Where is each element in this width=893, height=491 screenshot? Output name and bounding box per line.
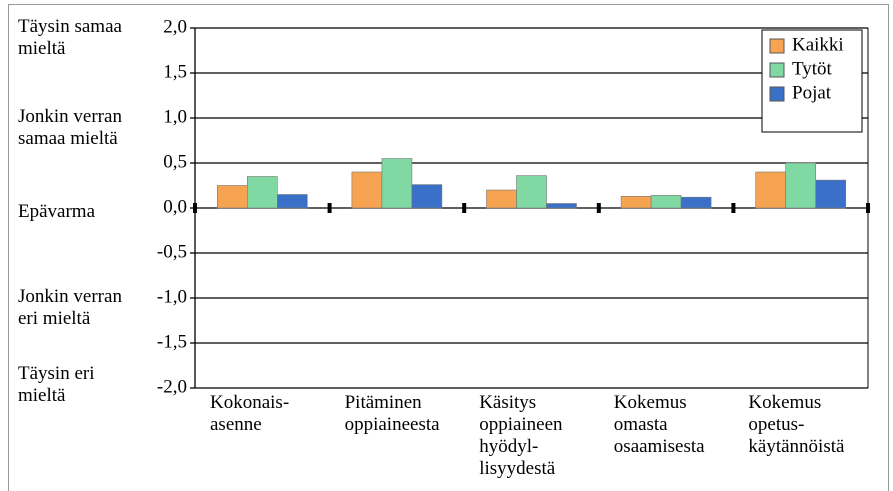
x-tick-label: Pitäminen oppiaineesta <box>344 392 440 435</box>
y-tick-label: 1,0 <box>163 106 187 127</box>
bar <box>546 203 577 209</box>
y-tick-label: -1,0 <box>157 286 187 307</box>
bar <box>411 184 443 209</box>
y-tick-label: 0,5 <box>163 151 187 172</box>
axis-annotation: Jonkin verran samaa mieltä <box>18 106 122 149</box>
y-tick-label: -2,0 <box>157 376 187 397</box>
axis-annotation: Jonkin verran eri mieltä <box>18 286 122 329</box>
bar <box>650 195 682 209</box>
y-tick-label: 2,0 <box>163 16 187 37</box>
bar <box>680 196 712 209</box>
bar <box>247 176 278 209</box>
legend-swatch <box>769 62 785 78</box>
legend-label: Tytöt <box>792 58 833 79</box>
x-tick-label: Kokemus opetus- käytännöistä <box>748 392 845 457</box>
legend-label: Kaikki <box>792 34 844 55</box>
bar <box>217 185 248 209</box>
axis-annotation: Täysin samaa mieltä <box>18 16 122 59</box>
bar <box>486 189 517 209</box>
axis-annotation: Täysin eri mieltä <box>18 363 95 406</box>
legend-swatch <box>769 38 785 54</box>
bar <box>815 179 847 209</box>
bar <box>516 175 547 209</box>
x-tick-label: Käsitys oppiaineen hyödyl- lisyydestä <box>479 392 563 479</box>
x-tick-label: Kokemus omasta osaamisesta <box>613 392 705 457</box>
axis-annotation: Epävarma <box>18 201 96 222</box>
y-tick-label: -1,5 <box>157 331 187 352</box>
y-tick-label: -0,5 <box>157 241 187 262</box>
legend-swatch <box>769 86 785 102</box>
bar <box>620 196 652 209</box>
bar <box>755 171 787 209</box>
frame <box>8 4 889 491</box>
y-tick-label: 1,5 <box>163 61 187 82</box>
x-tick-label: Kokonais- asenne <box>210 392 290 435</box>
legend-label: Pojat <box>792 82 832 103</box>
bar <box>276 194 308 209</box>
bar <box>785 162 817 209</box>
bar <box>351 171 383 209</box>
bar <box>381 158 413 209</box>
y-tick-label: 0,0 <box>163 196 187 217</box>
